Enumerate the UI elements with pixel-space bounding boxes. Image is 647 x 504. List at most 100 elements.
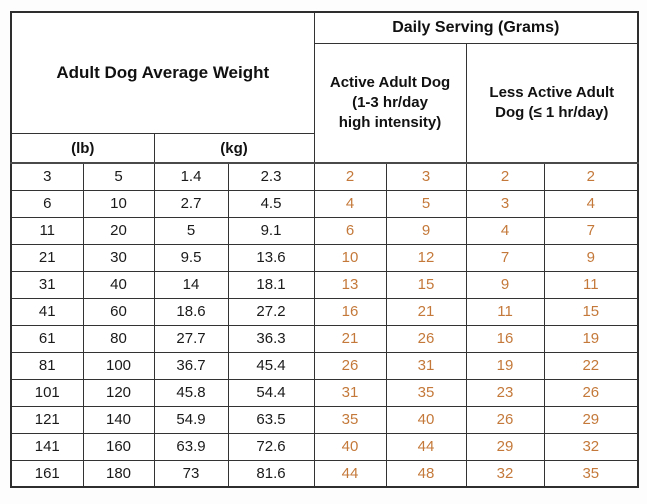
serving-value-cell: 3 — [385, 162, 467, 191]
serving-value-cell: 21 — [385, 297, 467, 326]
serving-value-cell: 44 — [385, 432, 467, 461]
serving-value-cell: 40 — [313, 432, 387, 461]
weight-value-cell: 73 — [153, 459, 229, 488]
serving-value-cell: 32 — [543, 432, 639, 461]
weight-value-cell: 13.6 — [227, 243, 315, 272]
weight-value-cell: 18.6 — [153, 297, 229, 326]
serving-value-cell: 19 — [465, 351, 545, 380]
serving-value-cell: 15 — [385, 270, 467, 299]
weight-value-cell: 140 — [82, 405, 155, 434]
serving-value-cell: 40 — [385, 405, 467, 434]
weight-value-cell: 100 — [82, 351, 155, 380]
serving-value-cell: 10 — [313, 243, 387, 272]
serving-value-cell: 16 — [313, 297, 387, 326]
serving-value-cell: 19 — [543, 324, 639, 353]
table-row: 21 30 9.5 13.6 10 12 7 9 — [10, 243, 639, 272]
table-row: 3 5 1.4 2.3 2 3 2 2 — [10, 162, 639, 191]
weight-value-cell: 10 — [82, 189, 155, 218]
serving-value-cell: 4 — [543, 189, 639, 218]
serving-value-cell: 6 — [313, 216, 387, 245]
weight-value-cell: 1.4 — [153, 162, 229, 191]
table-row: 31 40 14 18.1 13 15 9 11 — [10, 270, 639, 299]
serving-value-cell: 31 — [313, 378, 387, 407]
serving-value-cell: 12 — [385, 243, 467, 272]
serving-value-cell: 23 — [465, 378, 545, 407]
serving-value-cell: 9 — [543, 243, 639, 272]
table-row: 141 160 63.9 72.6 40 44 29 32 — [10, 432, 639, 461]
weight-value-cell: 20 — [82, 216, 155, 245]
weight-value-cell: 141 — [10, 432, 84, 461]
weight-value-cell: 2.3 — [227, 162, 315, 191]
serving-value-cell: 7 — [465, 243, 545, 272]
table-row: 41 60 18.6 27.2 16 21 11 15 — [10, 297, 639, 326]
weight-value-cell: 40 — [82, 270, 155, 299]
serving-value-cell: 32 — [465, 459, 545, 488]
serving-value-cell: 11 — [465, 297, 545, 326]
active-dog-column-header: Active Adult Dog (1-3 hr/day high intens… — [313, 43, 467, 164]
weight-value-cell: 2.7 — [153, 189, 229, 218]
weight-value-cell: 121 — [10, 405, 84, 434]
weight-value-cell: 45.4 — [227, 351, 315, 380]
weight-value-cell: 36.7 — [153, 351, 229, 380]
serving-value-cell: 48 — [385, 459, 467, 488]
weight-section-title: Adult Dog Average Weight — [10, 11, 315, 134]
weight-value-cell: 18.1 — [227, 270, 315, 299]
kilograms-unit-header: (kg) — [153, 133, 315, 164]
serving-value-cell: 15 — [543, 297, 639, 326]
serving-value-cell: 2 — [465, 162, 545, 191]
serving-value-cell: 26 — [385, 324, 467, 353]
weight-value-cell: 81 — [10, 351, 84, 380]
table-row: 101 120 45.8 54.4 31 35 23 26 — [10, 378, 639, 407]
weight-value-cell: 41 — [10, 297, 84, 326]
serving-value-cell: 44 — [313, 459, 387, 488]
weight-value-cell: 27.2 — [227, 297, 315, 326]
weight-value-cell: 4.5 — [227, 189, 315, 218]
weight-value-cell: 21 — [10, 243, 84, 272]
serving-value-cell: 4 — [313, 189, 387, 218]
serving-value-cell: 2 — [543, 162, 639, 191]
serving-value-cell: 29 — [465, 432, 545, 461]
serving-value-cell: 26 — [543, 378, 639, 407]
weight-value-cell: 45.8 — [153, 378, 229, 407]
weight-value-cell: 101 — [10, 378, 84, 407]
weight-value-cell: 27.7 — [153, 324, 229, 353]
serving-value-cell: 21 — [313, 324, 387, 353]
less-active-dog-column-header: Less Active Adult Dog (≤ 1 hr/day) — [465, 43, 639, 164]
weight-value-cell: 9.5 — [153, 243, 229, 272]
serving-value-cell: 13 — [313, 270, 387, 299]
pounds-unit-header: (lb) — [10, 133, 155, 164]
table-row: 61 80 27.7 36.3 21 26 16 19 — [10, 324, 639, 353]
weight-value-cell: 80 — [82, 324, 155, 353]
serving-value-cell: 11 — [543, 270, 639, 299]
weight-value-cell: 54.9 — [153, 405, 229, 434]
weight-value-cell: 9.1 — [227, 216, 315, 245]
weight-value-cell: 54.4 — [227, 378, 315, 407]
serving-value-cell: 31 — [385, 351, 467, 380]
weight-value-cell: 72.6 — [227, 432, 315, 461]
weight-value-cell: 81.6 — [227, 459, 315, 488]
table-row: 81 100 36.7 45.4 26 31 19 22 — [10, 351, 639, 380]
serving-value-cell: 26 — [313, 351, 387, 380]
serving-section-title: Daily Serving (Grams) — [313, 11, 639, 44]
weight-value-cell: 120 — [82, 378, 155, 407]
weight-value-cell: 63.9 — [153, 432, 229, 461]
weight-value-cell: 161 — [10, 459, 84, 488]
weight-value-cell: 14 — [153, 270, 229, 299]
serving-value-cell: 9 — [465, 270, 545, 299]
weight-value-cell: 3 — [10, 162, 84, 191]
weight-value-cell: 5 — [153, 216, 229, 245]
serving-value-cell: 29 — [543, 405, 639, 434]
serving-value-cell: 3 — [465, 189, 545, 218]
weight-value-cell: 6 — [10, 189, 84, 218]
weight-value-cell: 180 — [82, 459, 155, 488]
serving-value-cell: 9 — [385, 216, 467, 245]
serving-value-cell: 35 — [385, 378, 467, 407]
weight-value-cell: 60 — [82, 297, 155, 326]
serving-value-cell: 35 — [313, 405, 387, 434]
table-row: 161 180 73 81.6 44 48 32 35 — [10, 459, 639, 488]
serving-value-cell: 16 — [465, 324, 545, 353]
serving-value-cell: 26 — [465, 405, 545, 434]
dog-feeding-guide-table: Adult Dog Average Weight Daily Serving (… — [10, 11, 640, 488]
weight-value-cell: 61 — [10, 324, 84, 353]
